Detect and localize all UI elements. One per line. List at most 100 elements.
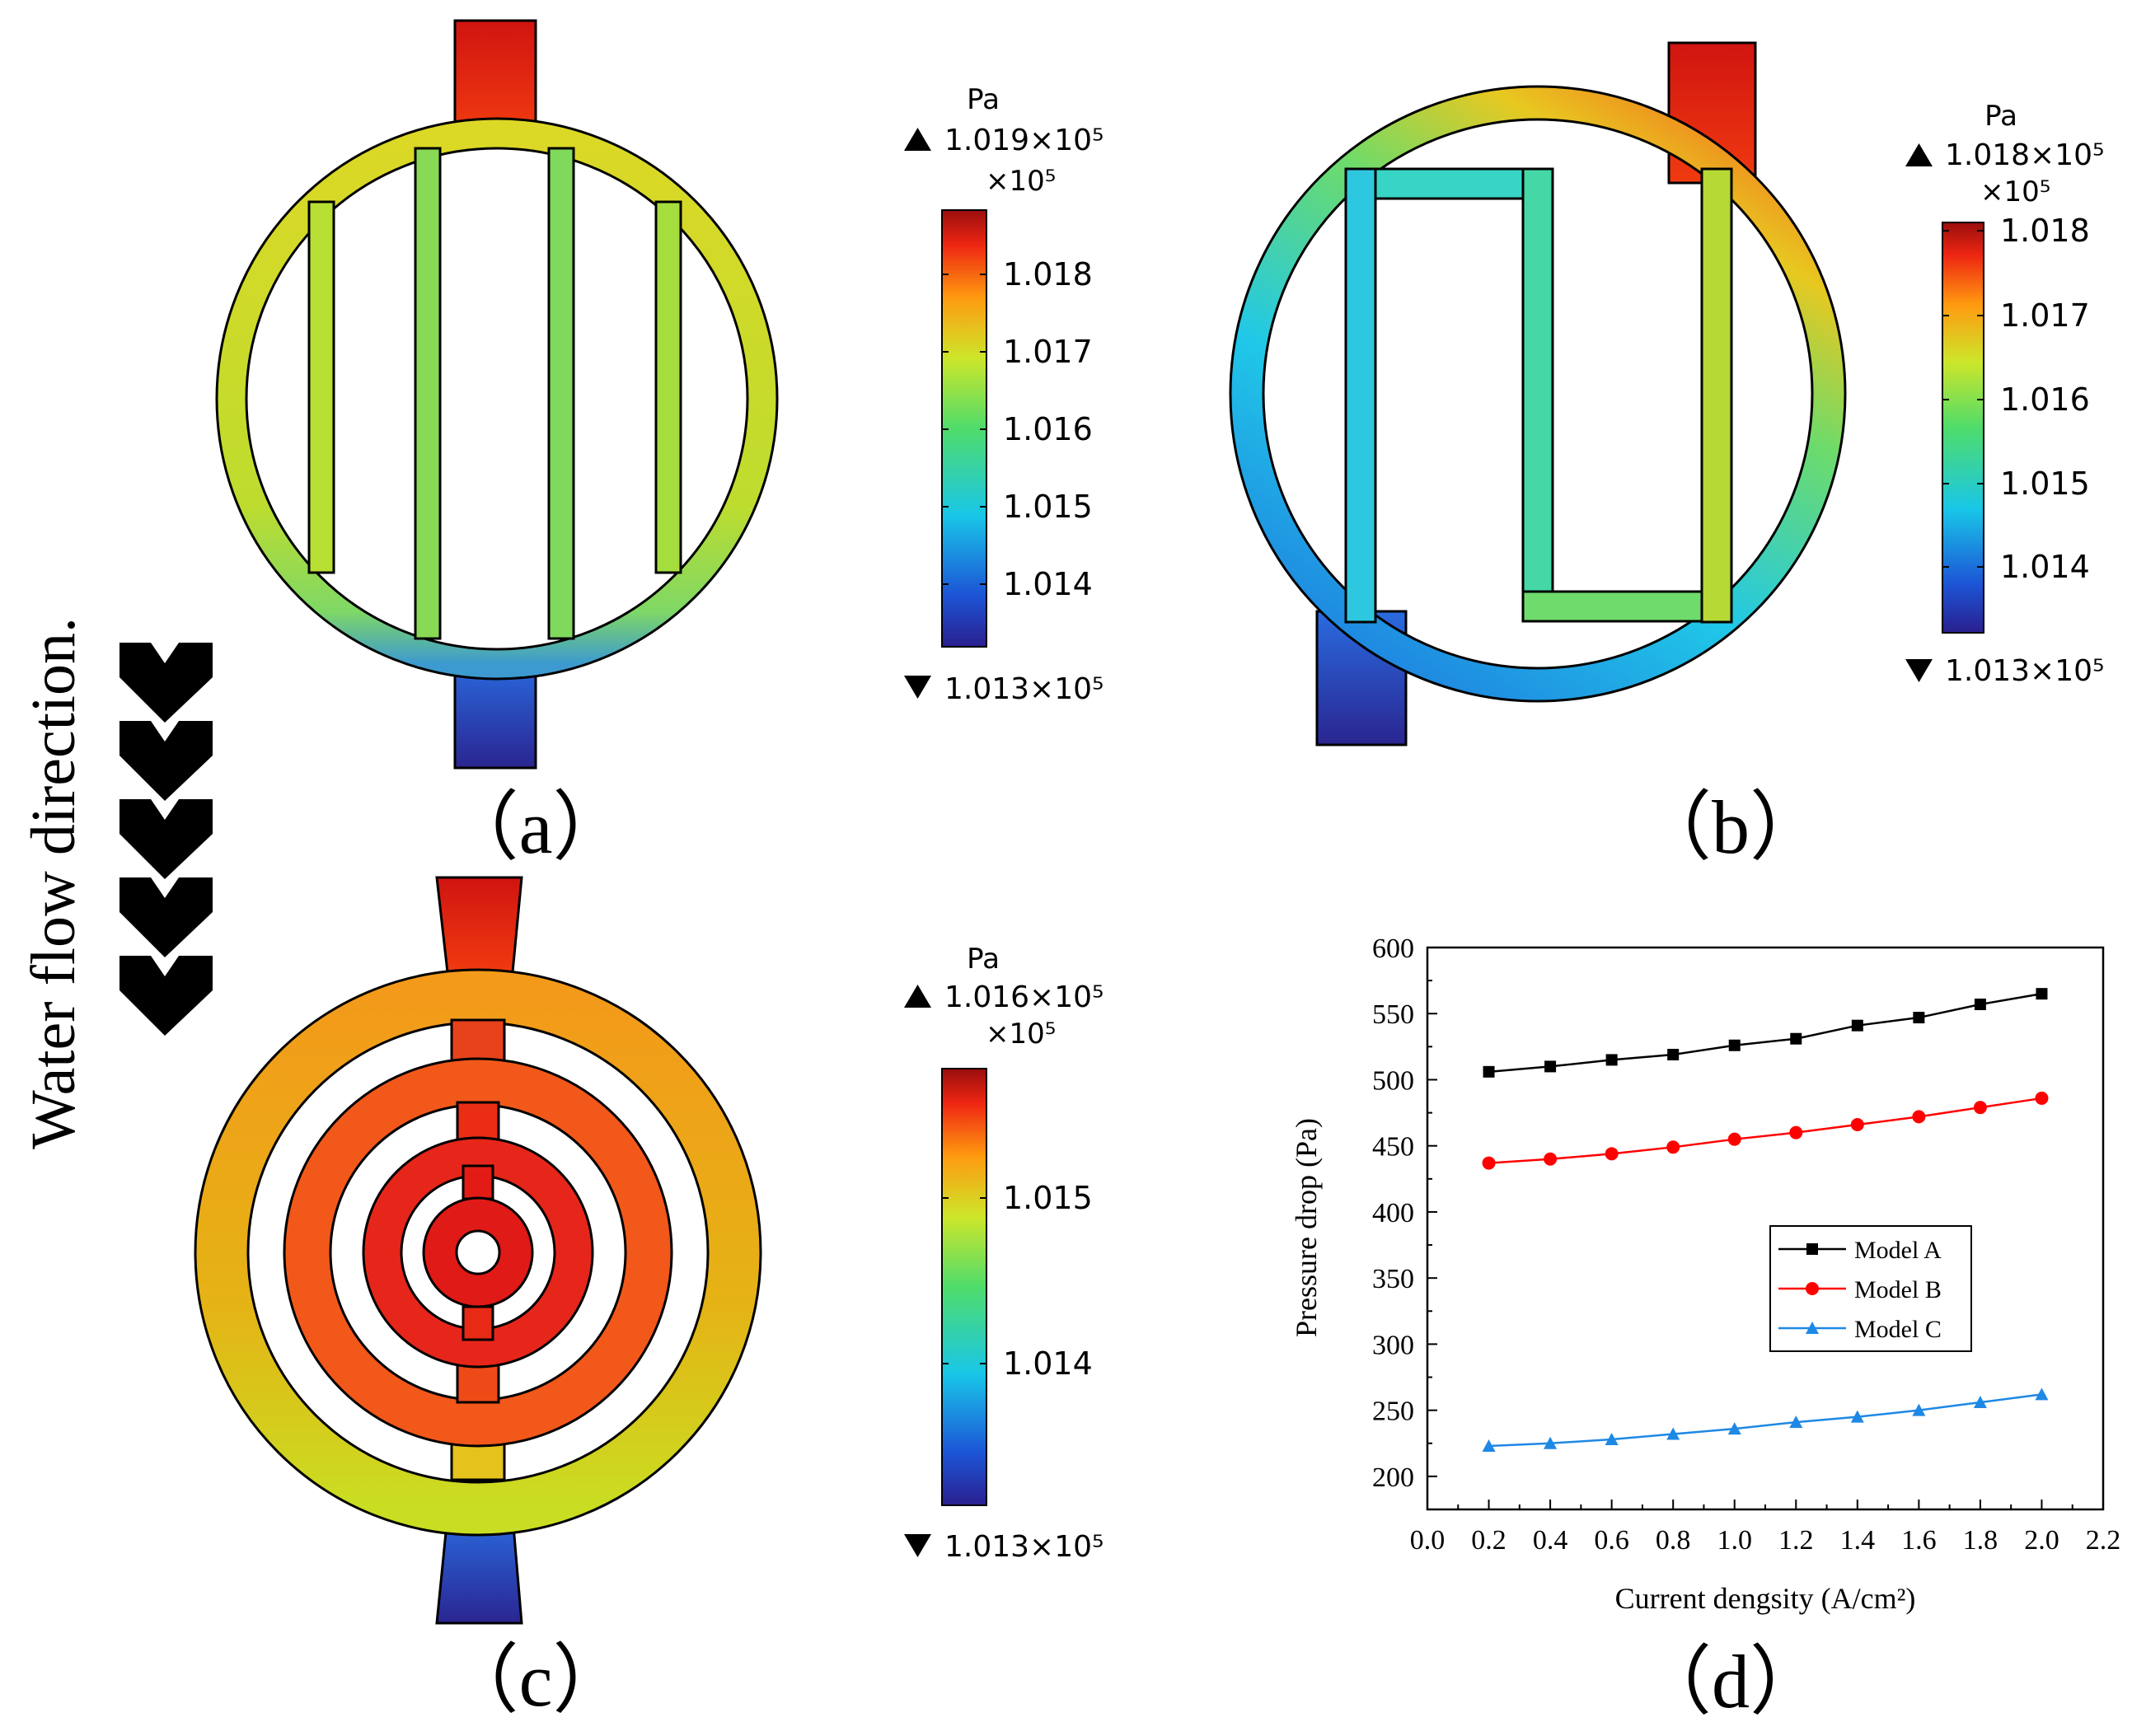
data-point [1790, 1032, 1802, 1045]
max-triangle-icon [904, 985, 931, 1008]
data-point [1544, 1436, 1558, 1449]
panel-a-channel-1 [307, 200, 335, 574]
series-model-b [1482, 1091, 2049, 1170]
data-point [1482, 1156, 1496, 1170]
y-axis-label: Pressure drop (Pa) [1290, 1118, 1323, 1337]
y-tick-label: 200 [1372, 1462, 1414, 1493]
panel-a-inlet [453, 19, 537, 133]
series-model-a [1483, 988, 2048, 1078]
legend-item: Model B [1778, 1276, 1942, 1303]
x-tick-label: 1.0 [1717, 1525, 1752, 1556]
colorbar-tick-label: 1.015 [1003, 489, 1093, 525]
x-axis-label: Current dengsity (A/cm²) [1615, 1582, 1916, 1615]
panel-a-scale: ×10⁵ [986, 165, 1056, 198]
data-point [1544, 1152, 1558, 1166]
data-point [1727, 1132, 1741, 1146]
panel-a-outer-ring [217, 119, 777, 679]
panel-b-colorbar: Pa 1.018×10⁵ ×10⁵ 1.018 1.017 1.016 1.015 1.… [1905, 100, 2104, 688]
min-triangle-icon [904, 1534, 931, 1557]
panel-a-channel-3 [547, 147, 575, 640]
panel-a-gradient-bar [941, 209, 987, 648]
y-tick-label: 550 [1372, 999, 1414, 1030]
colorbar-tick-label: 1.016 [2000, 381, 2090, 418]
panel-b-channel-1 [1344, 167, 1377, 624]
min-triangle-icon [1905, 659, 1933, 682]
data-point [1482, 1439, 1496, 1452]
x-tick-label: 0.2 [1471, 1525, 1506, 1556]
panel-c-min: 1.013×10⁵ [944, 1530, 1103, 1564]
colorbar-tick-label: 1.017 [1003, 334, 1093, 370]
panel-c-ring-3 [363, 1138, 593, 1367]
panel-b-channel-5 [1700, 167, 1733, 624]
panel-c-label: （c） [443, 1638, 629, 1722]
panel-a-flowfield [215, 19, 779, 770]
data-point [2035, 1091, 2049, 1105]
panel-b-label: （b） [1636, 785, 1825, 869]
panel-d-label: （d） [1636, 1640, 1825, 1724]
panel-b-min: 1.013×10⁵ [1945, 654, 2104, 688]
data-point [1789, 1415, 1803, 1429]
colorbar-tick-label: 1.015 [2000, 466, 2090, 502]
colorbar-tick-label: 1.018 [2000, 213, 2090, 249]
x-tick-label: 2.0 [2024, 1525, 2059, 1556]
y-tick-label: 400 [1372, 1198, 1414, 1228]
panel-c-ring-4 [424, 1198, 532, 1307]
colorbar-tick-label: 1.014 [1003, 1345, 1093, 1382]
max-triangle-icon [904, 128, 931, 151]
legend-label: Model A [1854, 1237, 1942, 1264]
water-flow-label: Water flow direction. [19, 617, 88, 1149]
series-line [1488, 992, 2042, 1074]
data-point [1728, 1039, 1741, 1051]
data-point [1850, 1410, 1864, 1423]
data-point [1727, 1422, 1741, 1435]
legend-item: Model A [1778, 1237, 1942, 1264]
y-tick-label: 450 [1372, 1132, 1414, 1163]
panel-b-channel-3 [1521, 167, 1554, 607]
data-point [1667, 1048, 1680, 1060]
panel-a-channel-2 [414, 147, 442, 640]
series-line [1488, 1393, 2042, 1448]
panel-a-max: 1.019×10⁵ [944, 124, 1103, 157]
series-line [1488, 1097, 2042, 1164]
y-tick-label: 350 [1372, 1264, 1414, 1294]
x-tick-label: 1.6 [1901, 1525, 1937, 1556]
data-point [1666, 1140, 1680, 1154]
y-tick-label: 250 [1372, 1397, 1414, 1427]
data-point [1605, 1054, 1618, 1066]
data-point [2035, 1387, 2049, 1401]
panel-c-inlet [435, 876, 523, 974]
colorbar-tick-label: 1.016 [1003, 411, 1093, 447]
legend-label: Model C [1854, 1316, 1942, 1343]
data-point [1973, 1101, 1987, 1115]
panel-a-colorbar: Pa 1.019×10⁵ ×10⁵ 1.018 1.017 1.016 1.015 1.… [904, 83, 1103, 706]
data-point [2036, 988, 2048, 1000]
panel-a-min: 1.013×10⁵ [944, 672, 1103, 706]
panel-c-flowfield [194, 876, 762, 1625]
data-point [1973, 1396, 1987, 1409]
panel-c-max: 1.016×10⁵ [944, 980, 1103, 1014]
panel-b-gradient-bar [1942, 222, 1984, 634]
panel-b-unit: Pa [1984, 100, 2017, 133]
data-point [1666, 1427, 1680, 1440]
colorbar-tick-label: 1.015 [1003, 1180, 1093, 1216]
panel-c-scale: ×10⁵ [986, 1018, 1056, 1050]
panel-c-unit: Pa [967, 943, 1000, 976]
water-flow-indicator: Water flow direction. [19, 617, 213, 1149]
panel-b-outer-ring [1230, 87, 1845, 701]
x-tick-label: 0.8 [1656, 1525, 1691, 1556]
x-tick-label: 2.2 [2086, 1525, 2121, 1556]
colorbar-tick-label: 1.018 [1003, 256, 1093, 292]
panel-b-max: 1.018×10⁵ [1945, 138, 2104, 172]
data-point [1483, 1065, 1495, 1078]
legend-item: Model C [1778, 1316, 1942, 1343]
data-point [1913, 1012, 1925, 1024]
max-triangle-icon [1905, 143, 1933, 166]
data-point [1851, 1019, 1863, 1032]
series-model-c [1482, 1387, 2049, 1452]
data-point [1605, 1147, 1619, 1161]
panel-b-scale: ×10⁵ [1980, 175, 2050, 208]
data-point [1974, 999, 1986, 1011]
panel-d-chart: 0.0 0.2 0.4 0.6 0.8 1.0 1.2 1.4 1.6 1.8 2.0 2.2 200 2… [1290, 934, 2120, 1615]
x-tick-label: 1.2 [1778, 1525, 1814, 1556]
panel-a-label: （a） [443, 785, 629, 869]
